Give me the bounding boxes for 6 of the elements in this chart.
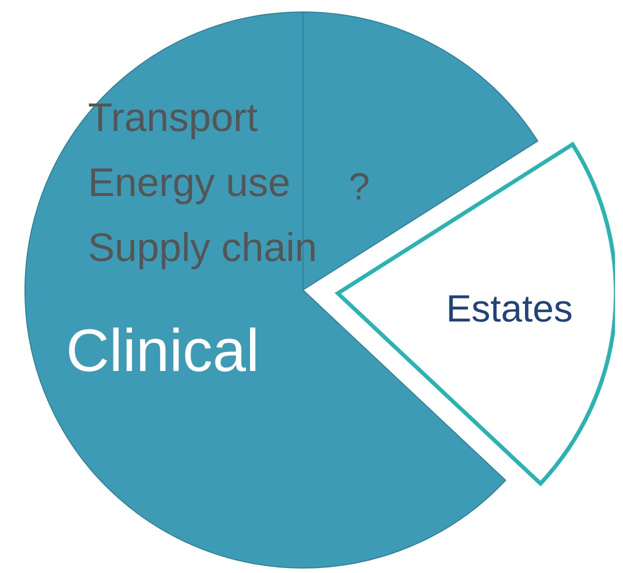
slice-label: Clinical — [66, 317, 260, 384]
text: Transport — [88, 95, 259, 142]
slice-label: Estates — [446, 288, 573, 331]
text: Energy use — [88, 160, 292, 207]
text: Supply chain — [88, 225, 318, 272]
slice-label: ? — [348, 166, 370, 209]
